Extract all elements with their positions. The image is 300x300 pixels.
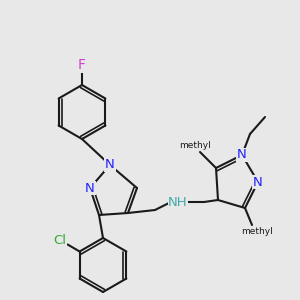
Text: N: N [253,176,263,188]
Text: Cl: Cl [53,234,66,247]
Text: methyl: methyl [179,140,211,149]
Text: methyl: methyl [241,227,273,236]
Text: F: F [78,58,86,72]
Text: N: N [105,158,115,172]
Text: N: N [237,148,247,161]
Text: NH: NH [168,196,188,208]
Text: N: N [85,182,95,194]
